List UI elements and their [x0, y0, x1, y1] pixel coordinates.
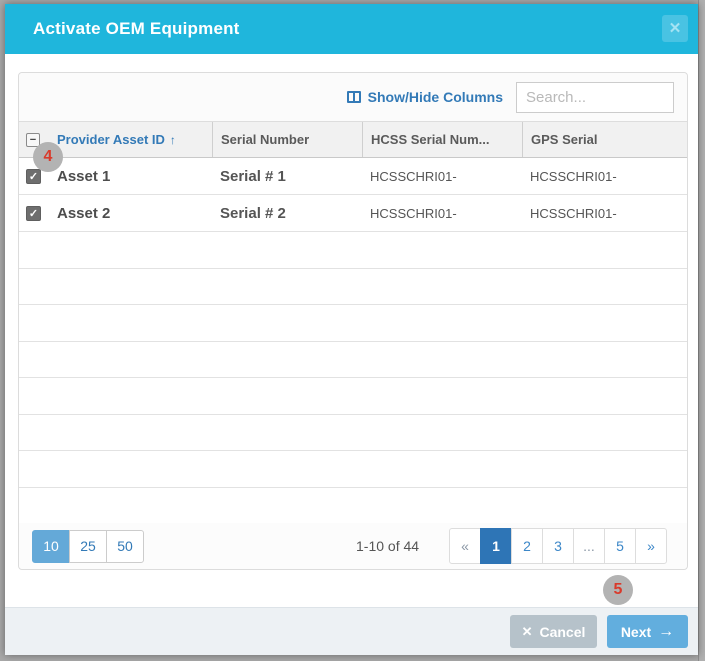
table-header-row: − Provider Asset ID ↑ Serial Number HCSS… [19, 122, 687, 158]
table-row[interactable]: ✓ Asset 1 Serial # 1 HCSSCHRI01- HCSSCHR… [19, 158, 687, 195]
cell-hcss-serial: HCSSCHRI01- [370, 205, 457, 221]
row-checkbox-cell: ✓ [19, 195, 49, 231]
cell-serial-number: Serial # 2 [220, 204, 286, 222]
column-header-hcss-serial[interactable]: HCSS Serial Num... [362, 122, 522, 157]
table-row-empty [19, 378, 687, 415]
page-5-button[interactable]: 5 [604, 528, 636, 564]
row-checkbox-cell: ✓ [19, 158, 49, 194]
close-button[interactable]: ✕ [662, 15, 688, 42]
next-label: Next [620, 623, 652, 640]
table-row-empty [19, 305, 687, 342]
column-header-gps-serial[interactable]: GPS Serial [522, 122, 687, 157]
equipment-table-panel: Show/Hide Columns − Provider Asset ID ↑ … [18, 72, 688, 570]
table-row-empty [19, 487, 687, 524]
row-checkbox-checked[interactable]: ✓ [26, 168, 41, 184]
close-icon: ✕ [668, 19, 682, 37]
next-arrow-icon: → [658, 622, 675, 640]
activate-oem-equipment-dialog: Activate OEM Equipment ✕ Show/Hide Colum… [5, 4, 698, 655]
cell-gps-serial: HCSSCHRI01- [530, 205, 617, 221]
background-page-edge [698, 0, 705, 661]
show-hide-columns-button[interactable]: Show/Hide Columns [346, 89, 503, 105]
page-1-button[interactable]: 1 [480, 528, 512, 564]
table-row[interactable]: ✓ Asset 2 Serial # 2 HCSSCHRI01- HCSSCHR… [19, 195, 687, 232]
show-hide-columns-label: Show/Hide Columns [367, 89, 503, 105]
sort-ascending-icon: ↑ [169, 132, 176, 147]
page-2-button[interactable]: 2 [511, 528, 543, 564]
page-size-25-button[interactable]: 25 [69, 529, 107, 563]
select-all-checkbox[interactable]: − [26, 132, 40, 147]
cancel-label: Cancel [539, 623, 586, 640]
results-range-label: 1-10 of 44 [356, 538, 420, 554]
dialog-header: Activate OEM Equipment ✕ [5, 4, 698, 54]
table-row-empty [19, 341, 687, 378]
table-row-empty [19, 232, 687, 269]
column-header-serial-number[interactable]: Serial Number [212, 122, 362, 157]
table-toolbar: Show/Hide Columns [19, 73, 687, 122]
header-checkbox-cell: − [19, 122, 49, 157]
next-button[interactable]: Next → [607, 615, 688, 648]
search-input[interactable] [516, 81, 674, 113]
annotation-badge-4: 4 [33, 142, 63, 172]
dialog-footer: ✕ Cancel Next → [5, 607, 698, 655]
page-size-50-button[interactable]: 50 [106, 529, 144, 563]
table-empty-rows [19, 232, 687, 524]
page-3-button[interactable]: 3 [542, 528, 574, 564]
table-row-empty [19, 268, 687, 305]
cell-gps-serial: HCSSCHRI01- [530, 168, 617, 184]
pagination-bar: 10 25 50 1-10 of 44 « 1 2 3 ... 5 » [19, 523, 687, 569]
columns-icon [346, 91, 361, 103]
page-size-10-button[interactable]: 10 [32, 529, 70, 563]
page-ellipsis: ... [573, 528, 605, 564]
next-page-button[interactable]: » [635, 528, 667, 564]
row-checkbox-checked[interactable]: ✓ [26, 205, 41, 221]
table-row-empty [19, 451, 687, 488]
cell-serial-number: Serial # 1 [220, 167, 286, 185]
previous-page-button[interactable]: « [449, 528, 481, 564]
cancel-x-icon: ✕ [521, 623, 533, 639]
cell-provider-asset-id: Asset 1 [57, 167, 111, 185]
dialog-title: Activate OEM Equipment [33, 19, 240, 38]
cancel-button[interactable]: ✕ Cancel [510, 615, 597, 648]
cell-provider-asset-id: Asset 2 [57, 204, 111, 222]
column-header-provider-asset-id[interactable]: Provider Asset ID ↑ [57, 132, 176, 147]
page-number-group: « 1 2 3 ... 5 » [449, 528, 667, 564]
page-size-group: 10 25 50 [32, 529, 144, 563]
table-row-empty [19, 414, 687, 451]
annotation-badge-5: 5 [603, 575, 633, 605]
cell-hcss-serial: HCSSCHRI01- [370, 168, 457, 184]
